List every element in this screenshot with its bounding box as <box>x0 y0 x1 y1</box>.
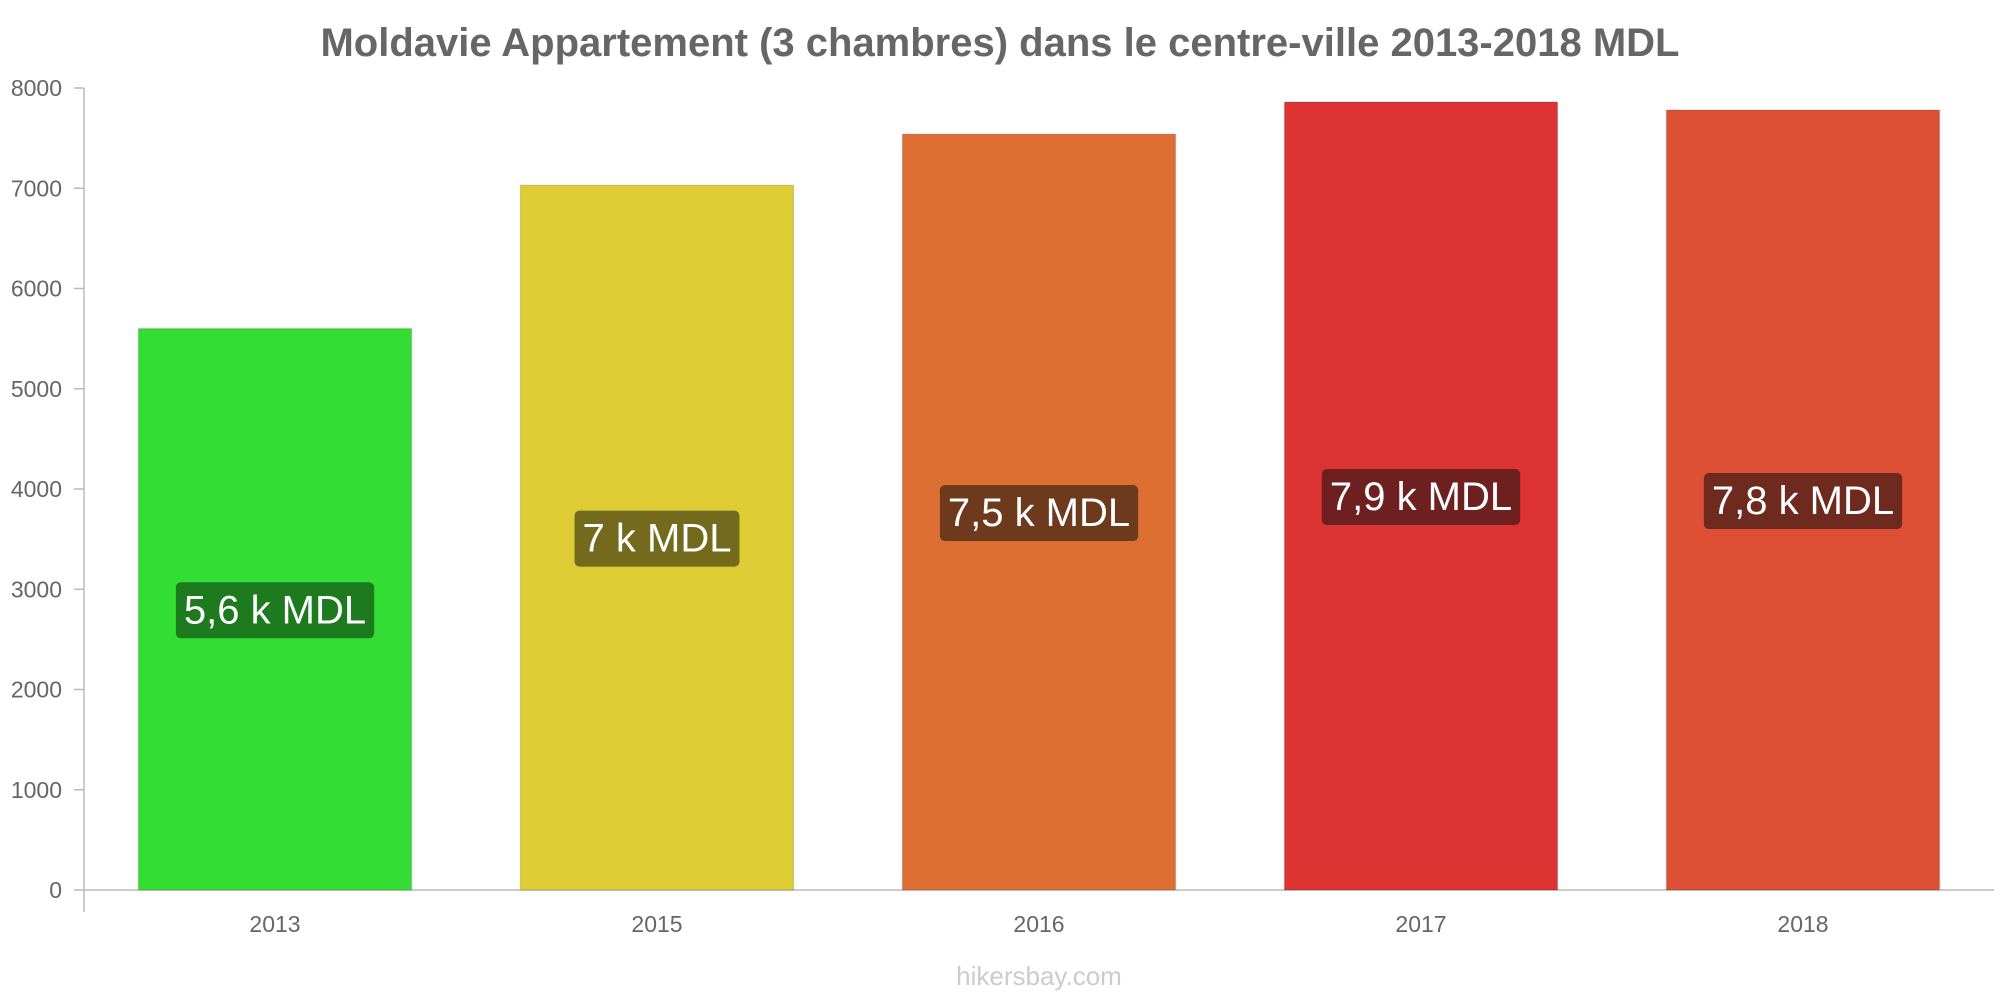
x-tick-label-2015: 2015 <box>631 911 682 937</box>
data-label-bg <box>574 510 740 567</box>
y-tick-label: 7000 <box>11 175 62 201</box>
y-tick-label: 2000 <box>11 677 62 703</box>
data-label-bg <box>175 582 375 639</box>
y-tick-label: 5000 <box>11 376 62 402</box>
data-label-2013: 5,6 k MDL <box>175 582 375 639</box>
data-label-text: 7,5 k MDL <box>948 491 1130 535</box>
data-label-bg <box>939 485 1139 542</box>
data-label-2016: 7,5 k MDL <box>939 485 1139 542</box>
y-tick-label: 6000 <box>11 276 62 302</box>
y-tick-label: 8000 <box>11 75 62 101</box>
data-label-2018: 7,8 k MDL <box>1703 473 1903 530</box>
x-tick-label-2018: 2018 <box>1777 911 1828 937</box>
chart-title: Moldavie Appartement (3 chambres) dans l… <box>320 21 1679 65</box>
x-tick-label-2016: 2016 <box>1013 911 1064 937</box>
x-axis: 2013 2015 2016 2017 2018 <box>84 889 1994 937</box>
y-tick-label: 4000 <box>11 476 62 502</box>
data-labels: 5,6 k MDL 7 k MDL 7,5 k MDL 7,9 k MDL 7,8 k … <box>175 469 1903 639</box>
data-label-bg <box>1321 469 1521 526</box>
data-label-bg <box>1703 473 1903 530</box>
data-label-2017: 7,9 k MDL <box>1321 469 1521 526</box>
y-tick-label: 3000 <box>11 576 62 602</box>
x-tick-label-2013: 2013 <box>249 911 300 937</box>
y-tick-label: 0 <box>49 877 62 903</box>
y-tick-label: 1000 <box>11 777 62 803</box>
data-label-text: 5,6 k MDL <box>184 588 366 632</box>
data-label-text: 7 k MDL <box>583 517 732 561</box>
data-label-2015: 7 k MDL <box>574 510 740 567</box>
y-axis: 0 1000 2000 3000 4000 5000 6000 7000 8000 <box>11 75 85 912</box>
data-label-text: 7,9 k MDL <box>1330 475 1512 519</box>
watermark: hikersbay.com <box>956 961 1122 991</box>
data-label-text: 7,8 k MDL <box>1712 479 1894 523</box>
x-tick-label-2017: 2017 <box>1395 911 1446 937</box>
